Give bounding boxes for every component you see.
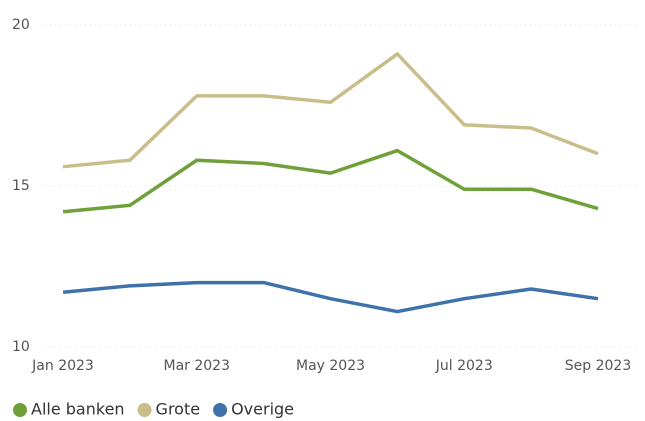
legend-label: Overige [231, 400, 294, 419]
legend-label: Grote [156, 400, 201, 419]
legend-label: Alle banken [31, 400, 125, 419]
legend-marker [13, 403, 27, 417]
line [62, 148, 599, 214]
line [62, 280, 599, 314]
y-tick-label: 10 [12, 339, 30, 355]
y-tick-label: 20 [12, 17, 30, 33]
x-tick-label: Jan 2023 [31, 358, 94, 374]
x-tick-label: Jul 2023 [435, 358, 493, 374]
line [62, 52, 599, 169]
legend-marker [137, 403, 152, 417]
legend-marker [213, 403, 228, 417]
y-tick-label: 15 [12, 178, 30, 194]
legend: Alle banken Grote Overige [13, 400, 294, 419]
x-tick-label: Mar 2023 [164, 358, 231, 374]
x-tick-label: May 2023 [296, 358, 365, 374]
x-tick-label: Sep 2023 [565, 358, 631, 374]
